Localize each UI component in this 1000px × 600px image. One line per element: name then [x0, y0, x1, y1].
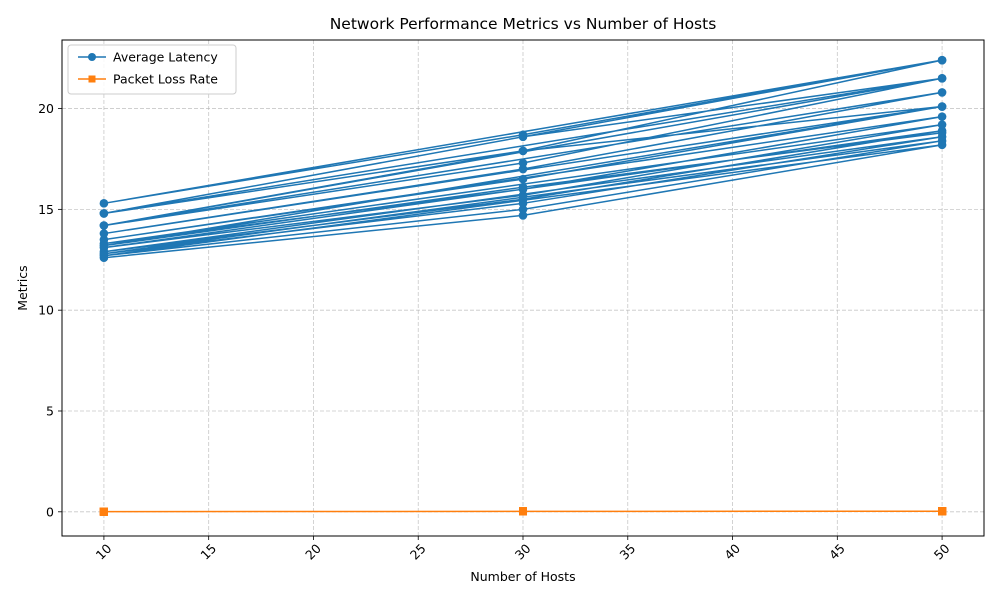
legend-label-latency: Average Latency	[113, 50, 218, 65]
y-tick-label: 5	[46, 403, 54, 418]
x-tick-label: 10	[93, 541, 115, 563]
data-point-packet-loss	[99, 507, 108, 516]
legend-marker-latency	[88, 53, 96, 61]
x-axis-ticks: 10 15 20 25 30 35 40 45 50	[93, 536, 953, 563]
data-point-latency	[99, 209, 109, 218]
data-point-packet-loss	[519, 507, 527, 516]
data-point-latency	[518, 211, 528, 220]
data-point-latency	[518, 205, 528, 214]
x-tick-label: 30	[512, 541, 534, 563]
data-point-latency	[518, 164, 528, 174]
legend-marker-packet-loss	[88, 75, 96, 83]
y-axis-ticks: 0 5 10 15 20	[38, 101, 62, 519]
data-point-latency	[937, 74, 947, 83]
data-point-latency	[937, 128, 947, 138]
legend: Average Latency Packet Loss Rate	[67, 44, 237, 95]
x-tick-label: 20	[302, 541, 324, 563]
data-point-latency	[518, 158, 528, 168]
data-point-latency	[518, 146, 528, 156]
data-point-latency	[937, 112, 947, 121]
y-tick-label: 20	[38, 101, 54, 116]
data-point-latency	[518, 190, 528, 200]
x-tick-label: 35	[616, 541, 638, 563]
data-point-latency	[937, 120, 947, 129]
legend-label-packet-loss: Packet Loss Rate	[113, 72, 218, 87]
data-point-latency	[99, 235, 109, 244]
data-point-latency	[518, 174, 528, 184]
x-tick-label: 25	[407, 541, 429, 563]
x-tick-label: 45	[826, 541, 848, 563]
data-point-latency	[518, 132, 528, 142]
y-tick-label: 10	[38, 303, 54, 318]
chart-title: Network Performance Metrics vs Number of…	[330, 15, 717, 33]
legend-box	[67, 44, 237, 95]
x-tick-label: 40	[721, 541, 743, 563]
y-tick-label: 0	[46, 504, 54, 519]
data-point-latency	[99, 241, 109, 250]
data-point-packet-loss	[938, 507, 947, 516]
grid	[62, 40, 984, 536]
data-point-latency	[518, 182, 528, 192]
data-point-latency	[937, 55, 947, 65]
x-tick-label: 15	[197, 541, 219, 563]
x-tick-label: 50	[931, 541, 953, 563]
y-tick-label: 15	[38, 202, 54, 217]
y-axis-label: Metrics	[15, 265, 30, 310]
data-point-latency	[99, 199, 109, 208]
data-point-latency	[937, 102, 947, 111]
data-point-latency	[99, 229, 109, 238]
series-layer	[99, 55, 947, 516]
x-axis-label: Number of Hosts	[470, 569, 575, 584]
data-point-latency	[99, 221, 109, 230]
data-point-latency	[937, 88, 947, 97]
